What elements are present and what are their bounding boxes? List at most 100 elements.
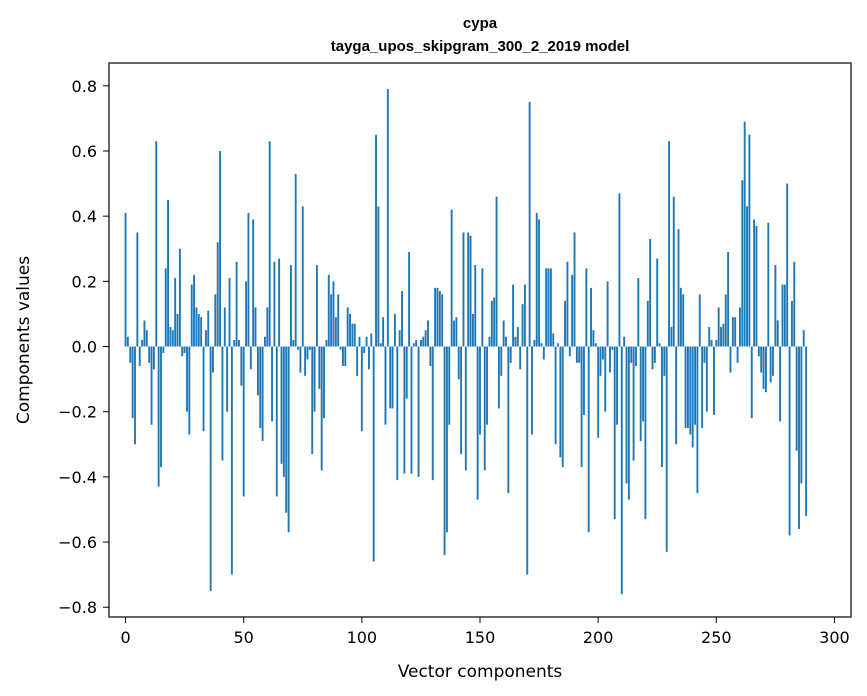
bar xyxy=(233,340,236,347)
bar xyxy=(287,346,290,533)
bar xyxy=(190,284,193,347)
bar xyxy=(481,268,484,347)
y-tick-label: 0.2 xyxy=(72,272,97,291)
bar xyxy=(294,173,297,347)
bar xyxy=(252,219,255,347)
bar xyxy=(155,141,158,347)
bar xyxy=(592,330,595,347)
bar xyxy=(408,252,411,347)
bar xyxy=(457,346,460,380)
bar xyxy=(672,196,675,347)
bar xyxy=(129,346,132,363)
bar xyxy=(606,281,609,347)
bar xyxy=(547,268,550,347)
bar xyxy=(748,134,751,347)
bar xyxy=(230,346,233,575)
bar xyxy=(687,346,689,428)
bar xyxy=(542,346,545,360)
bar xyxy=(483,346,486,471)
bar xyxy=(767,222,770,347)
bar xyxy=(486,346,489,425)
bar xyxy=(212,346,214,373)
bar xyxy=(471,313,474,347)
bar xyxy=(750,346,753,419)
bars-group xyxy=(124,89,808,595)
bar xyxy=(540,343,543,347)
bar xyxy=(186,346,188,412)
bar xyxy=(715,340,718,347)
bar xyxy=(131,346,134,419)
bar xyxy=(764,346,767,393)
bar xyxy=(342,346,344,367)
bar xyxy=(396,346,399,481)
bar xyxy=(162,346,165,354)
bar xyxy=(741,180,744,347)
bar xyxy=(769,346,772,383)
bar xyxy=(566,261,569,347)
bar xyxy=(391,346,394,409)
bar xyxy=(521,304,524,347)
bar xyxy=(637,278,640,347)
bar xyxy=(431,346,434,481)
bar xyxy=(708,326,711,347)
x-tick-label: 150 xyxy=(465,628,496,647)
bar xyxy=(580,346,583,468)
bar xyxy=(724,294,727,347)
bar xyxy=(469,235,472,347)
bar xyxy=(798,346,800,530)
bar xyxy=(403,346,406,474)
y-tick-label: 0.4 xyxy=(72,207,97,226)
bar xyxy=(202,346,205,432)
bar xyxy=(195,307,198,347)
bar xyxy=(297,346,299,350)
bar xyxy=(337,294,340,347)
bar xyxy=(377,206,380,347)
bar xyxy=(646,300,649,347)
bar xyxy=(731,317,734,347)
bar xyxy=(327,274,330,347)
bar xyxy=(204,330,207,347)
bar xyxy=(568,346,571,357)
bar xyxy=(349,313,351,347)
bar xyxy=(505,336,507,347)
bar xyxy=(800,346,803,484)
bar xyxy=(670,326,673,347)
x-axis-label: Vector components xyxy=(398,662,563,682)
bar xyxy=(783,284,786,347)
bar xyxy=(436,287,439,347)
bar xyxy=(363,346,366,354)
bar xyxy=(552,333,555,347)
bar xyxy=(460,346,463,455)
bar xyxy=(682,294,685,347)
bar xyxy=(292,340,295,347)
bar xyxy=(372,346,375,562)
bar xyxy=(438,291,441,347)
bar xyxy=(762,346,765,389)
bar xyxy=(625,346,628,484)
bar xyxy=(535,212,538,347)
bar xyxy=(523,284,526,347)
bar xyxy=(242,346,245,497)
bar xyxy=(176,313,179,347)
bar xyxy=(604,346,607,412)
bar xyxy=(183,346,186,354)
bar xyxy=(247,212,250,347)
bar xyxy=(651,346,654,370)
bar xyxy=(729,346,732,373)
bar xyxy=(141,340,144,347)
bar xyxy=(443,346,446,556)
bar xyxy=(746,206,748,347)
x-axis-ticks: 0 50 100 150 200 250 300 xyxy=(120,617,850,647)
bar xyxy=(375,134,377,347)
y-tick-label: 0.8 xyxy=(72,77,97,96)
bar xyxy=(419,340,422,347)
bar xyxy=(301,206,304,347)
bar xyxy=(280,346,283,464)
bar xyxy=(502,320,505,347)
chart-subtitle: tayga_upos_skipgram_300_2_2019 model xyxy=(331,38,630,55)
bar xyxy=(632,346,635,461)
bar xyxy=(316,265,318,347)
bar xyxy=(249,346,252,370)
bar xyxy=(573,232,576,347)
bar xyxy=(259,346,262,428)
